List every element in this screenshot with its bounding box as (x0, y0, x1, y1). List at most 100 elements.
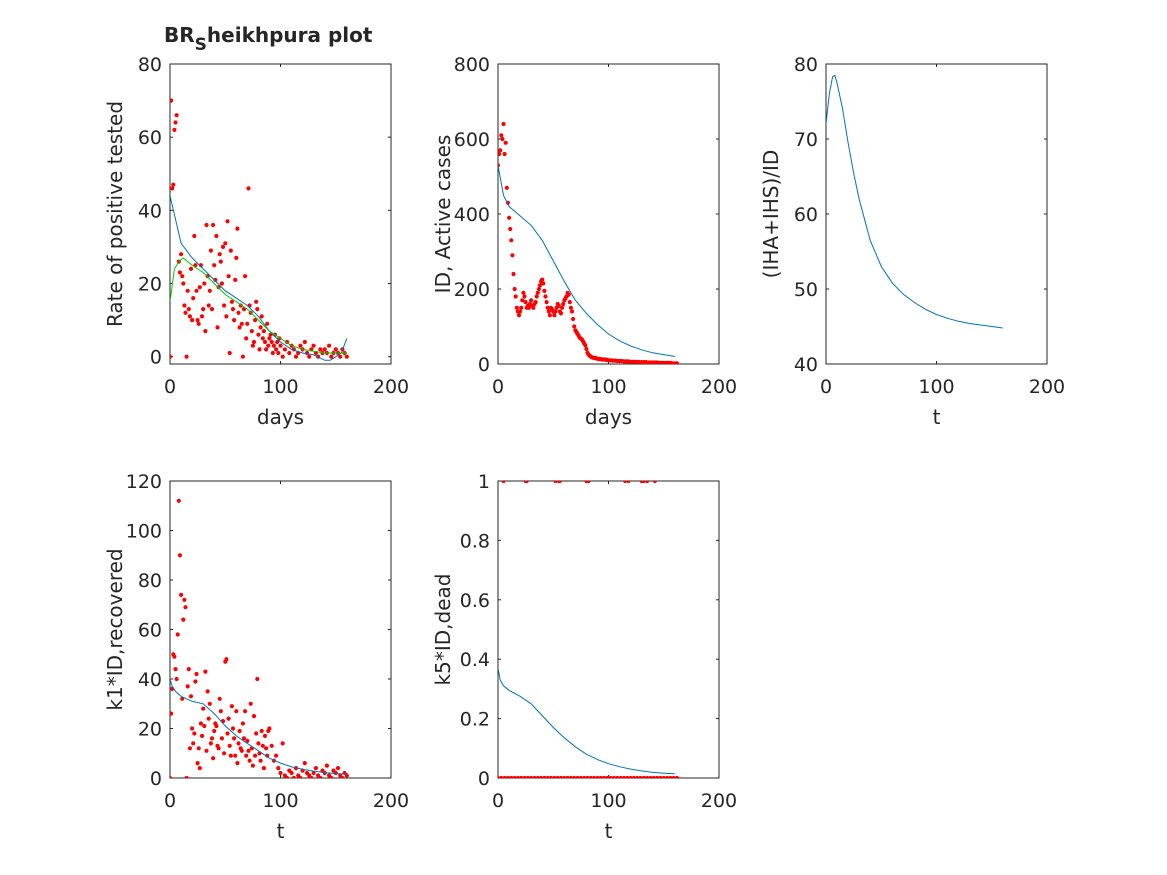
data-point-5-46 (648, 775, 653, 778)
data-point-4-121 (335, 766, 341, 771)
data-point-2-8 (504, 185, 509, 190)
data-point-5-37 (618, 775, 623, 778)
data-point-4-22 (192, 731, 197, 736)
data-point-2-21 (519, 305, 524, 310)
data-point-1-28 (199, 314, 205, 319)
data-point-4-84 (260, 743, 265, 748)
data-point-1-34 (206, 303, 211, 308)
series-group-1 (170, 98, 349, 361)
data-point-4-28 (198, 721, 203, 726)
data-point-1-10 (180, 274, 185, 279)
data-point-5-47 (651, 775, 656, 778)
data-point-4-61 (235, 761, 240, 766)
data-point-2-20 (518, 309, 523, 314)
fit-line-1-2 (170, 257, 347, 354)
data-point-4-104 (298, 775, 303, 778)
data-point-1-88 (266, 343, 271, 348)
data-point-1-65 (240, 354, 245, 359)
y-tick-label-4-5: 100 (126, 521, 162, 543)
data-point-2-3 (499, 133, 504, 138)
x-tick-label-3-0: 0 (820, 376, 832, 398)
data-point-4-68 (243, 709, 248, 714)
data-point-1-8 (177, 270, 182, 275)
data-point-4-57 (230, 726, 236, 731)
data-point-4-72 (247, 758, 252, 763)
data-point-5-27 (585, 775, 590, 778)
data-point-2-22 (520, 298, 525, 303)
data-point-1-64 (239, 321, 244, 326)
data-point-2-35 (534, 294, 539, 299)
data-point-1-97 (276, 350, 281, 356)
data-point-5-53 (671, 775, 676, 778)
data-point-4-123 (340, 775, 345, 778)
data-point-5-34 (608, 775, 613, 778)
y-tick-label-1-4: 80 (138, 54, 162, 76)
data-point-4-69 (244, 753, 249, 758)
data-point-2-23 (521, 290, 526, 295)
data-point-1-13 (183, 310, 188, 315)
data-point-1-5 (173, 120, 178, 125)
data-point-4-12 (181, 617, 186, 622)
data-point-5-14 (542, 775, 547, 778)
data-point-4-76 (251, 714, 257, 719)
data-point-4-6 (174, 676, 179, 682)
data-point-4-20 (190, 726, 195, 731)
x-tick-label-1-2: 200 (373, 376, 409, 398)
data-point-4-60 (234, 709, 239, 714)
y-tick-label-4-6: 120 (126, 471, 162, 493)
data-point-5-68 (645, 481, 650, 484)
data-point-5-29 (592, 775, 597, 778)
data-point-4-35 (206, 716, 211, 721)
x-tick-label-2-0: 0 (492, 376, 504, 398)
data-point-5-28 (588, 775, 593, 778)
data-point-4-4 (172, 654, 177, 659)
data-point-1-110 (302, 339, 307, 345)
data-point-5-54 (674, 775, 680, 778)
data-point-4-8 (176, 498, 181, 503)
y-tick-label-3-0: 40 (794, 354, 818, 376)
data-point-4-29 (199, 733, 205, 739)
data-point-1-100 (280, 354, 285, 359)
x-tick-label-1-0: 0 (164, 376, 176, 398)
data-point-1-30 (202, 281, 207, 286)
data-point-4-56 (229, 704, 234, 709)
data-point-1-45 (218, 259, 223, 264)
y-axis-label-3: (IHA+IHS)/ID (759, 150, 783, 279)
y-tick-label-4-3: 60 (138, 620, 162, 642)
data-point-5-55 (501, 481, 506, 484)
data-point-1-26 (197, 285, 202, 290)
data-point-1-62 (237, 325, 242, 330)
data-point-2-44 (544, 300, 549, 305)
data-point-1-38 (211, 222, 216, 228)
data-point-5-67 (641, 481, 646, 484)
y-tick-label-1-1: 20 (138, 274, 162, 296)
data-point-2-65 (567, 300, 572, 305)
data-point-4-109 (309, 775, 314, 778)
data-point-1-11 (181, 281, 186, 286)
data-point-5-50 (661, 775, 666, 778)
data-point-4-116 (324, 763, 329, 768)
y-tick-label-5-2: 0.4 (460, 649, 490, 671)
data-point-1-117 (318, 347, 323, 352)
data-point-5-18 (555, 775, 560, 778)
data-point-5-22 (568, 775, 573, 778)
data-point-4-93 (274, 753, 279, 758)
data-point-2-25 (523, 300, 528, 305)
data-point-1-129 (344, 354, 349, 359)
data-point-4-25 (195, 761, 200, 766)
data-point-4-0 (170, 775, 173, 778)
data-point-4-65 (239, 748, 244, 753)
data-point-1-61 (236, 310, 241, 315)
data-point-4-24 (194, 671, 199, 677)
data-point-5-60 (557, 481, 562, 484)
data-point-1-23 (194, 288, 199, 293)
data-point-1-52 (226, 274, 231, 279)
y-axis-label-4: k1*ID,recovered (103, 548, 127, 710)
x-axis-label-1: days (257, 405, 304, 429)
data-point-1-24 (195, 318, 200, 323)
data-point-2-32 (531, 305, 536, 310)
data-point-5-63 (586, 481, 591, 484)
data-point-2-59 (561, 301, 566, 307)
y-axis-label-1: Rate of positive tested (103, 101, 127, 327)
data-point-5-65 (626, 481, 631, 484)
